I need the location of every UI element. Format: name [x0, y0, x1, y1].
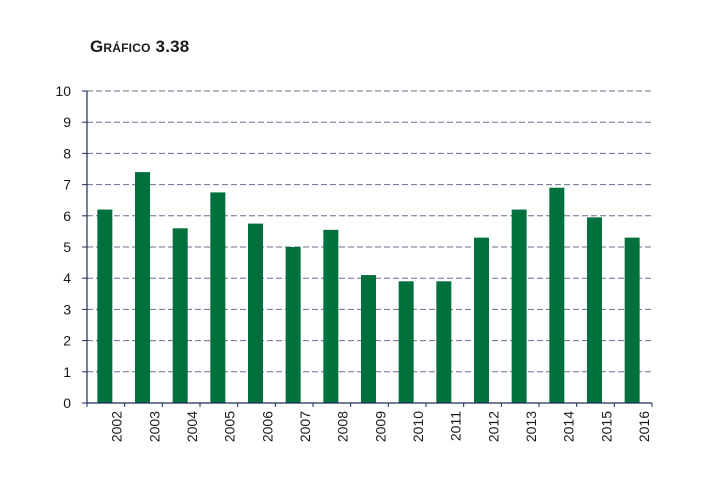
bar	[97, 209, 113, 403]
x-tick-label: 2013	[523, 411, 539, 442]
y-tick-label: 10	[55, 83, 71, 99]
y-tick-label: 1	[63, 364, 71, 380]
bar	[436, 281, 452, 403]
chart-title: Gráfico 3.38	[90, 37, 190, 56]
y-tick-label: 8	[63, 145, 71, 161]
bar	[474, 237, 489, 403]
y-tick-label: 3	[63, 301, 71, 317]
y-tick-label: 7	[63, 177, 71, 193]
x-tick-label: 2012	[485, 411, 501, 442]
y-tick-label: 6	[63, 208, 71, 224]
x-tick-label: 2006	[259, 411, 275, 442]
x-tick-label: 2002	[109, 411, 125, 442]
x-tick-label: 2015	[598, 411, 614, 442]
bar	[285, 247, 301, 403]
y-tick-label: 9	[63, 114, 71, 130]
bar	[210, 192, 226, 403]
bar	[511, 209, 527, 403]
axes	[82, 90, 653, 407]
x-tick-label: 2005	[222, 411, 238, 442]
x-tick-label: 2014	[561, 411, 577, 442]
bars	[97, 172, 640, 403]
y-tick-label: 5	[63, 239, 71, 255]
y-tick-label: 0	[63, 395, 71, 411]
y-tick-labels: 0 1 2 3 4 5 6 7 8 9 10	[55, 83, 71, 411]
bar	[624, 237, 640, 403]
bar	[323, 229, 339, 403]
y-tick-label: 2	[63, 333, 71, 349]
x-tick-label: 2007	[297, 411, 313, 442]
bar	[549, 187, 565, 403]
bar	[398, 281, 414, 403]
x-tick-label: 2003	[146, 411, 162, 442]
x-tick-labels: 2002 2003 2004 2005 2006 2007 2008 2009 2010 2011…	[109, 411, 652, 442]
x-tick-label: 2009	[372, 411, 388, 442]
x-tick-label: 2011	[448, 411, 464, 441]
bar	[361, 275, 376, 403]
y-tick-label: 4	[63, 270, 71, 286]
bar	[587, 217, 602, 403]
bar	[172, 228, 188, 403]
x-tick-label: 2004	[184, 411, 200, 442]
bar	[248, 223, 263, 403]
bar	[135, 172, 150, 403]
x-tick-label: 2010	[410, 411, 426, 442]
x-tick-label: 2016	[636, 411, 652, 442]
x-tick-label: 2008	[335, 411, 351, 442]
